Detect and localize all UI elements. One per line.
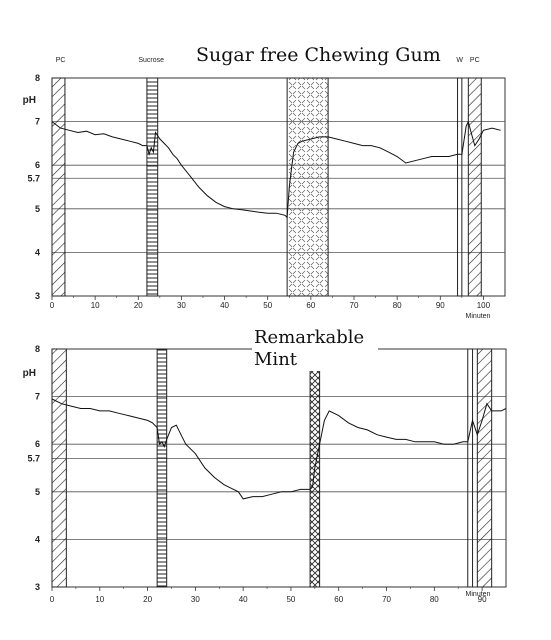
treatment-band — [476, 348, 493, 588]
y-tick-label: 6 — [35, 160, 40, 170]
x-tick-label: 50 — [286, 595, 295, 604]
y-tick-label: 5.7 — [27, 173, 40, 183]
x-tick-label: 0 — [50, 595, 55, 604]
annotation-label: W — [456, 57, 463, 64]
treatment-band — [467, 348, 474, 588]
x-tick-label: 20 — [143, 595, 152, 604]
ph-data-line — [51, 120, 501, 219]
x-tick-label: 0 — [50, 301, 55, 310]
y-tick-label: 8 — [35, 344, 40, 354]
y-tick-label: 4 — [35, 247, 40, 257]
x-tick-label: 30 — [177, 301, 186, 310]
x-tick-label: 100 — [477, 301, 491, 310]
y-tick-label: 3 — [35, 582, 40, 592]
chart-title-sugar-free-chewing-gum: Sugar free Chewing Gum — [190, 42, 447, 68]
y-tick-label: 5 — [35, 204, 40, 214]
plot-frame — [51, 348, 507, 588]
chart-panel-sugar-free-chewing-gum: 3 4 5 5.7 6 7 8 pH 0 10 20 30 40 50 60 70 80 90 100 Minuten… — [23, 57, 506, 320]
x-tick-label: 60 — [334, 595, 343, 604]
x-tick-label: 10 — [95, 595, 104, 604]
x-tick-label: 90 — [436, 301, 445, 310]
y-tick-label: 4 — [35, 534, 40, 544]
x-tick-label: 30 — [191, 595, 200, 604]
x-tick-label: 70 — [382, 595, 391, 604]
treatment-band — [457, 77, 463, 297]
plot-frame — [51, 77, 506, 297]
y-tick-label: 8 — [35, 73, 40, 83]
treatment-band — [467, 77, 482, 297]
annotation-label: Sucrose — [138, 57, 164, 64]
annotation-label: PC — [56, 57, 66, 64]
treatment-band — [146, 77, 159, 297]
y-axis-label: pH — [23, 95, 36, 106]
annotation-label: PC — [470, 57, 480, 64]
x-tick-label: 60 — [306, 301, 315, 310]
treatment-band — [51, 77, 66, 297]
y-tick-label: 5 — [35, 487, 40, 497]
x-axis-label: Minuten — [466, 591, 491, 598]
ph-data-line — [51, 398, 507, 500]
y-tick-label: 3 — [35, 291, 40, 301]
chart-title-remarkable-mint: Remarkable Mint — [252, 327, 378, 371]
x-tick-label: 80 — [393, 301, 402, 310]
x-tick-label: 70 — [350, 301, 359, 310]
y-tick-label: 5.7 — [27, 453, 40, 463]
x-tick-label: 80 — [430, 595, 439, 604]
treatment-band — [51, 348, 67, 588]
x-axis-label: Minuten — [466, 313, 491, 320]
treatment-band — [156, 348, 168, 588]
x-tick-label: 50 — [263, 301, 272, 310]
x-tick-label: 90 — [478, 595, 487, 604]
x-tick-label: 40 — [239, 595, 248, 604]
x-tick-label: 10 — [91, 301, 100, 310]
x-tick-label: 20 — [134, 301, 143, 310]
treatment-band — [286, 77, 329, 297]
y-tick-label: 7 — [35, 392, 40, 402]
x-tick-label: 40 — [220, 301, 229, 310]
y-axis-label: pH — [23, 368, 36, 379]
y-tick-label: 7 — [35, 117, 40, 127]
y-tick-label: 6 — [35, 439, 40, 449]
